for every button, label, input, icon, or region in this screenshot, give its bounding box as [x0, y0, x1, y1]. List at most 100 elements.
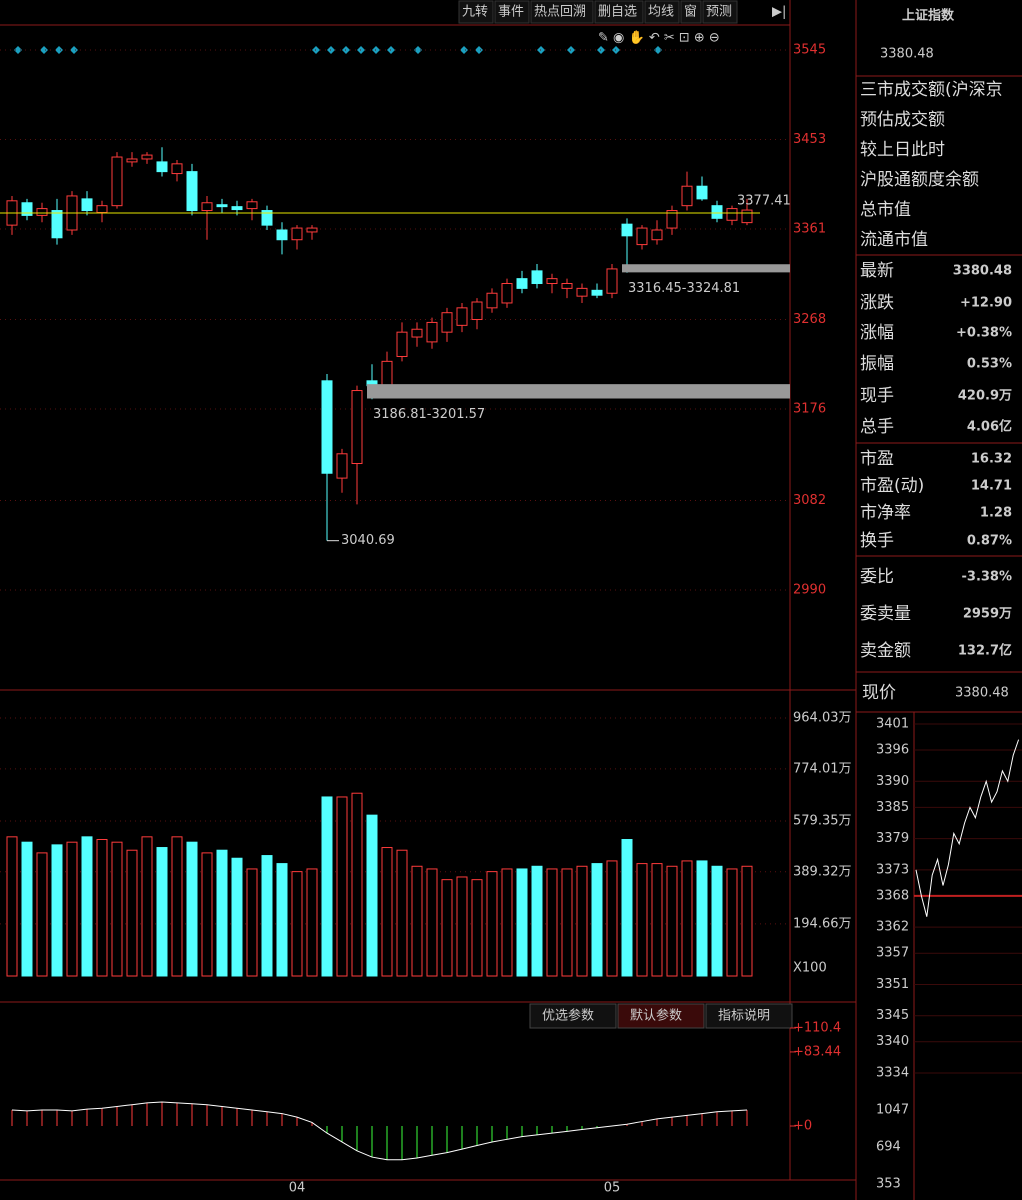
toolbar-button-label[interactable]: 均线 — [648, 5, 674, 20]
volume-bar — [546, 868, 558, 977]
mini-y-tick: 3396 — [876, 743, 909, 758]
indicator-button-label[interactable]: 指标说明 — [718, 1009, 770, 1024]
indicator-button-label[interactable]: 优选参数 — [542, 1008, 594, 1024]
volume-bar — [321, 796, 333, 977]
y-tick-label: 964.03万 — [793, 711, 852, 726]
volume-bar — [366, 814, 378, 977]
toolbar-button[interactable] — [702, 0, 738, 24]
candle-body — [186, 171, 198, 212]
y-tick-label: 3268 — [793, 312, 826, 327]
volume-bar — [6, 836, 18, 977]
candle-body — [246, 201, 258, 210]
draw-tools-icons[interactable]: ✎ ◉ ✋ ↶ ✂ ⊡ ⊕ ⊖ — [598, 30, 720, 46]
toolbar-button[interactable] — [530, 0, 594, 24]
quote-label: 总手 — [860, 417, 894, 437]
volume-bar — [741, 865, 753, 977]
mini-y-tick: 3362 — [876, 920, 909, 935]
support-band-label: 3316.45-3324.81 — [628, 281, 740, 296]
candle-body — [666, 210, 678, 229]
mini-y-tick: 3345 — [876, 1008, 909, 1023]
quote-value: 420.9万 — [958, 389, 1012, 404]
toolbar-arrow[interactable]: ▶| — [772, 5, 786, 20]
volume-bar — [561, 868, 573, 977]
quote-value: 4.06亿 — [967, 419, 1012, 435]
mini-y-tick: 3340 — [876, 1034, 909, 1049]
toolbar-button[interactable] — [680, 0, 702, 24]
indicator-button[interactable] — [617, 1003, 705, 1029]
volume-bar — [246, 868, 258, 977]
volume-bar — [711, 865, 723, 977]
toolbar-button-label[interactable]: 事件 — [498, 5, 524, 20]
quote-value: 0.87% — [967, 534, 1012, 549]
quote-label: 最新 — [860, 261, 894, 281]
mini-y-tick: 3334 — [876, 1066, 909, 1081]
toolbar-button-label[interactable]: 九转 — [462, 5, 488, 20]
volume-bar — [126, 849, 138, 977]
candle-body — [216, 204, 228, 208]
quote-label: 委比 — [860, 567, 894, 587]
y-tick-label: +83.44 — [793, 1044, 841, 1059]
candle-body — [141, 154, 153, 160]
quote-label: 现手 — [860, 386, 894, 406]
toolbar-button[interactable] — [494, 0, 530, 24]
toolbar-button[interactable] — [458, 0, 494, 24]
candle-body — [486, 292, 498, 309]
toolbar-button[interactable] — [594, 0, 644, 24]
volume-bar — [441, 879, 453, 977]
y-tick-label: 3453 — [793, 132, 826, 147]
y-tick-label: 3361 — [793, 222, 826, 237]
mini-y-tick: 3390 — [876, 774, 909, 789]
indicator-button[interactable] — [705, 1003, 793, 1029]
candle-body — [276, 229, 288, 241]
candle-body — [651, 229, 663, 241]
volume-bar — [486, 871, 498, 977]
volume-bar — [501, 868, 513, 977]
volume-bar — [576, 865, 588, 977]
candle-body — [156, 161, 168, 173]
candle-body — [606, 268, 618, 294]
candle-body — [171, 163, 183, 175]
mini-volume-tick: 353 — [876, 1177, 901, 1192]
volume-bar — [681, 860, 693, 977]
candle-body — [426, 321, 438, 343]
toolbar-button-label[interactable]: 窗 — [684, 4, 697, 20]
volume-bar — [516, 868, 528, 977]
candle-body — [591, 289, 603, 296]
volume-bar — [306, 868, 318, 977]
volume-bar — [111, 841, 123, 977]
candle-body — [51, 210, 63, 239]
x-tick-label: 04 — [289, 1181, 306, 1196]
toolbar-button[interactable] — [644, 0, 680, 24]
candle-body — [681, 185, 693, 207]
toolbar-button-label[interactable]: 删自选 — [598, 5, 637, 20]
y-tick-label: +110.4 — [793, 1021, 841, 1036]
volume-bar — [606, 860, 618, 977]
candle-body — [531, 270, 543, 285]
candle-body — [636, 227, 648, 246]
volume-bar — [231, 857, 243, 977]
x-tick-label: 05 — [604, 1181, 621, 1196]
y-tick-label: 774.01万 — [793, 761, 852, 776]
volume-bar — [186, 841, 198, 977]
quote-label: 市净率 — [860, 503, 911, 523]
panel-price: 3380.48 — [880, 47, 934, 62]
volume-bar — [216, 849, 228, 977]
volume-bar — [51, 844, 63, 977]
volume-bar — [471, 879, 483, 977]
candle-body — [396, 331, 408, 357]
toolbar-button-label[interactable]: 预测 — [706, 5, 732, 20]
toolbar-button-label[interactable]: 热点回溯 — [534, 4, 586, 20]
quote-value: 14.71 — [971, 479, 1012, 494]
candle-body — [726, 208, 738, 221]
volume-bar — [261, 855, 273, 977]
indicator-line — [11, 1101, 748, 1161]
indicator-button-label[interactable]: 默认参数 — [630, 1008, 682, 1024]
candle-body — [351, 390, 363, 465]
quote-value: 132.7亿 — [958, 643, 1012, 659]
indicator-button[interactable] — [529, 1003, 617, 1029]
volume-bar — [291, 871, 303, 977]
quote-value: +12.90 — [960, 296, 1012, 311]
candle-body — [96, 205, 108, 213]
